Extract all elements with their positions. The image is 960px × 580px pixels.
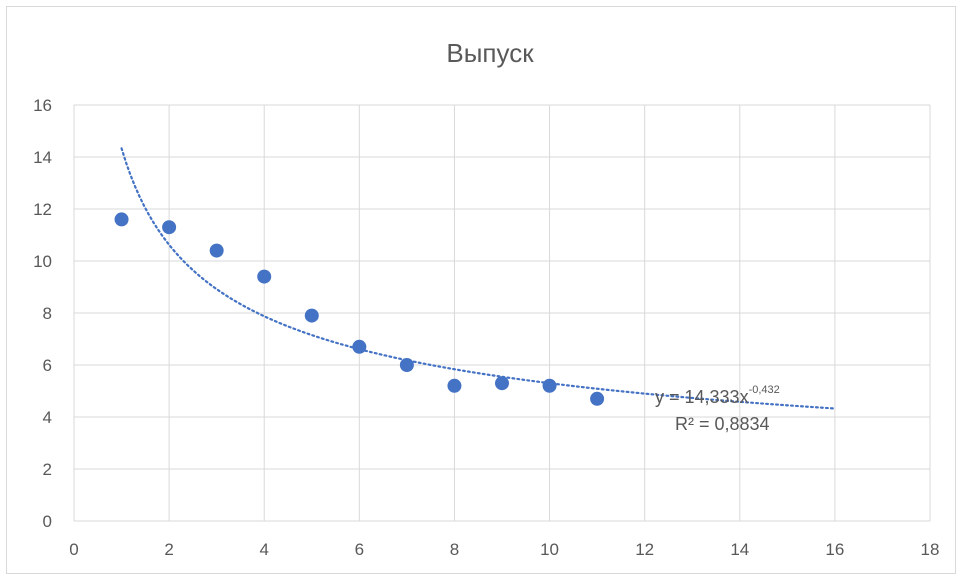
data-point <box>399 358 414 372</box>
data-point <box>209 243 224 258</box>
y-tick-label: 2 <box>43 460 52 479</box>
y-tick-label: 8 <box>43 304 52 323</box>
x-tick-label: 12 <box>635 540 654 559</box>
data-point <box>590 391 605 406</box>
axis-tick-labels: 0 2 4 6 8 10 12 14 16 0 2 4 6 8 10 12 14 16 18 <box>33 96 939 559</box>
data-point <box>304 308 319 323</box>
y-tick-label: 12 <box>33 200 52 219</box>
x-tick-label: 8 <box>450 540 459 559</box>
y-tick-label: 6 <box>43 356 52 375</box>
x-tick-label: 16 <box>825 540 844 559</box>
y-tick-label: 0 <box>43 512 52 531</box>
chart-title: Выпуск <box>446 38 534 68</box>
power-trendline <box>120 147 836 410</box>
chart-frame <box>6 6 956 574</box>
data-point <box>495 376 509 391</box>
data-point <box>447 378 462 393</box>
x-tick-label: 6 <box>355 540 364 559</box>
y-tick-label: 14 <box>33 148 52 167</box>
trendline-equation: y = 14,333x-0,432 <box>655 384 780 407</box>
x-tick-label: 2 <box>164 540 173 559</box>
x-tick-label: 10 <box>540 540 559 559</box>
x-tick-label: 18 <box>921 540 940 559</box>
data-point <box>352 339 367 354</box>
y-tick-label: 10 <box>33 252 52 271</box>
trendline-r-squared: R² = 0,8834 <box>675 414 770 434</box>
x-tick-label: 14 <box>730 540 749 559</box>
data-point <box>114 212 129 227</box>
trendline-equation-base: y = 14,333x <box>655 387 749 407</box>
trendline-equation-exponent: -0,432 <box>749 384 780 396</box>
data-point <box>162 220 177 235</box>
data-points <box>114 212 605 406</box>
data-point <box>542 378 557 393</box>
data-point <box>257 269 272 284</box>
y-tick-label: 16 <box>33 96 52 115</box>
x-tick-label: 0 <box>69 540 78 559</box>
grid-lines <box>73 104 931 522</box>
x-tick-label: 4 <box>259 540 268 559</box>
y-tick-label: 4 <box>43 408 52 427</box>
